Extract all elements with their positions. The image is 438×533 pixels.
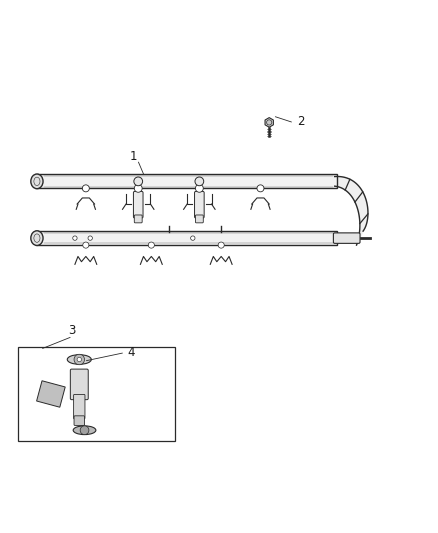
- FancyBboxPatch shape: [195, 215, 203, 223]
- FancyBboxPatch shape: [134, 191, 143, 218]
- Text: 4: 4: [127, 346, 135, 359]
- Circle shape: [148, 242, 154, 248]
- Circle shape: [88, 236, 92, 240]
- Circle shape: [267, 120, 272, 125]
- Ellipse shape: [34, 234, 40, 243]
- FancyBboxPatch shape: [333, 233, 360, 244]
- Circle shape: [82, 185, 89, 192]
- Polygon shape: [37, 381, 65, 407]
- Ellipse shape: [73, 426, 96, 434]
- Bar: [36, 174, 337, 188]
- Bar: [18, 348, 175, 441]
- Circle shape: [83, 242, 89, 248]
- Circle shape: [73, 236, 77, 240]
- Circle shape: [218, 242, 224, 248]
- Circle shape: [74, 354, 85, 365]
- Ellipse shape: [67, 354, 91, 364]
- Bar: [36, 231, 337, 245]
- FancyBboxPatch shape: [74, 416, 85, 425]
- Polygon shape: [265, 118, 273, 127]
- Text: 2: 2: [297, 115, 305, 127]
- FancyBboxPatch shape: [134, 215, 142, 223]
- FancyBboxPatch shape: [71, 369, 88, 400]
- Circle shape: [134, 184, 142, 192]
- Text: 3: 3: [68, 324, 76, 337]
- Circle shape: [80, 426, 89, 434]
- Ellipse shape: [31, 174, 43, 189]
- Circle shape: [77, 357, 81, 362]
- Text: 1: 1: [130, 150, 137, 163]
- Circle shape: [257, 185, 264, 192]
- Ellipse shape: [34, 177, 40, 185]
- Circle shape: [191, 236, 195, 240]
- FancyBboxPatch shape: [74, 394, 85, 419]
- Circle shape: [195, 177, 204, 185]
- FancyBboxPatch shape: [194, 191, 204, 218]
- Circle shape: [134, 177, 143, 185]
- Ellipse shape: [31, 231, 43, 246]
- Polygon shape: [335, 176, 368, 245]
- Circle shape: [195, 184, 203, 192]
